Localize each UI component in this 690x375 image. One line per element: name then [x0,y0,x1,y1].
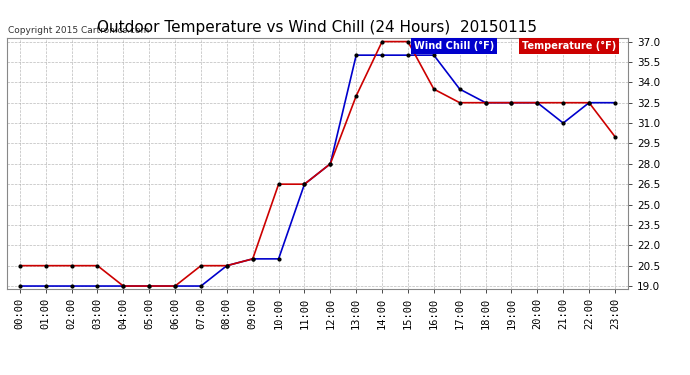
Text: Wind Chill (°F): Wind Chill (°F) [413,41,494,51]
Text: Temperature (°F): Temperature (°F) [522,41,617,51]
Title: Outdoor Temperature vs Wind Chill (24 Hours)  20150115: Outdoor Temperature vs Wind Chill (24 Ho… [97,20,538,35]
Text: Copyright 2015 Cartronics.com: Copyright 2015 Cartronics.com [8,26,150,35]
